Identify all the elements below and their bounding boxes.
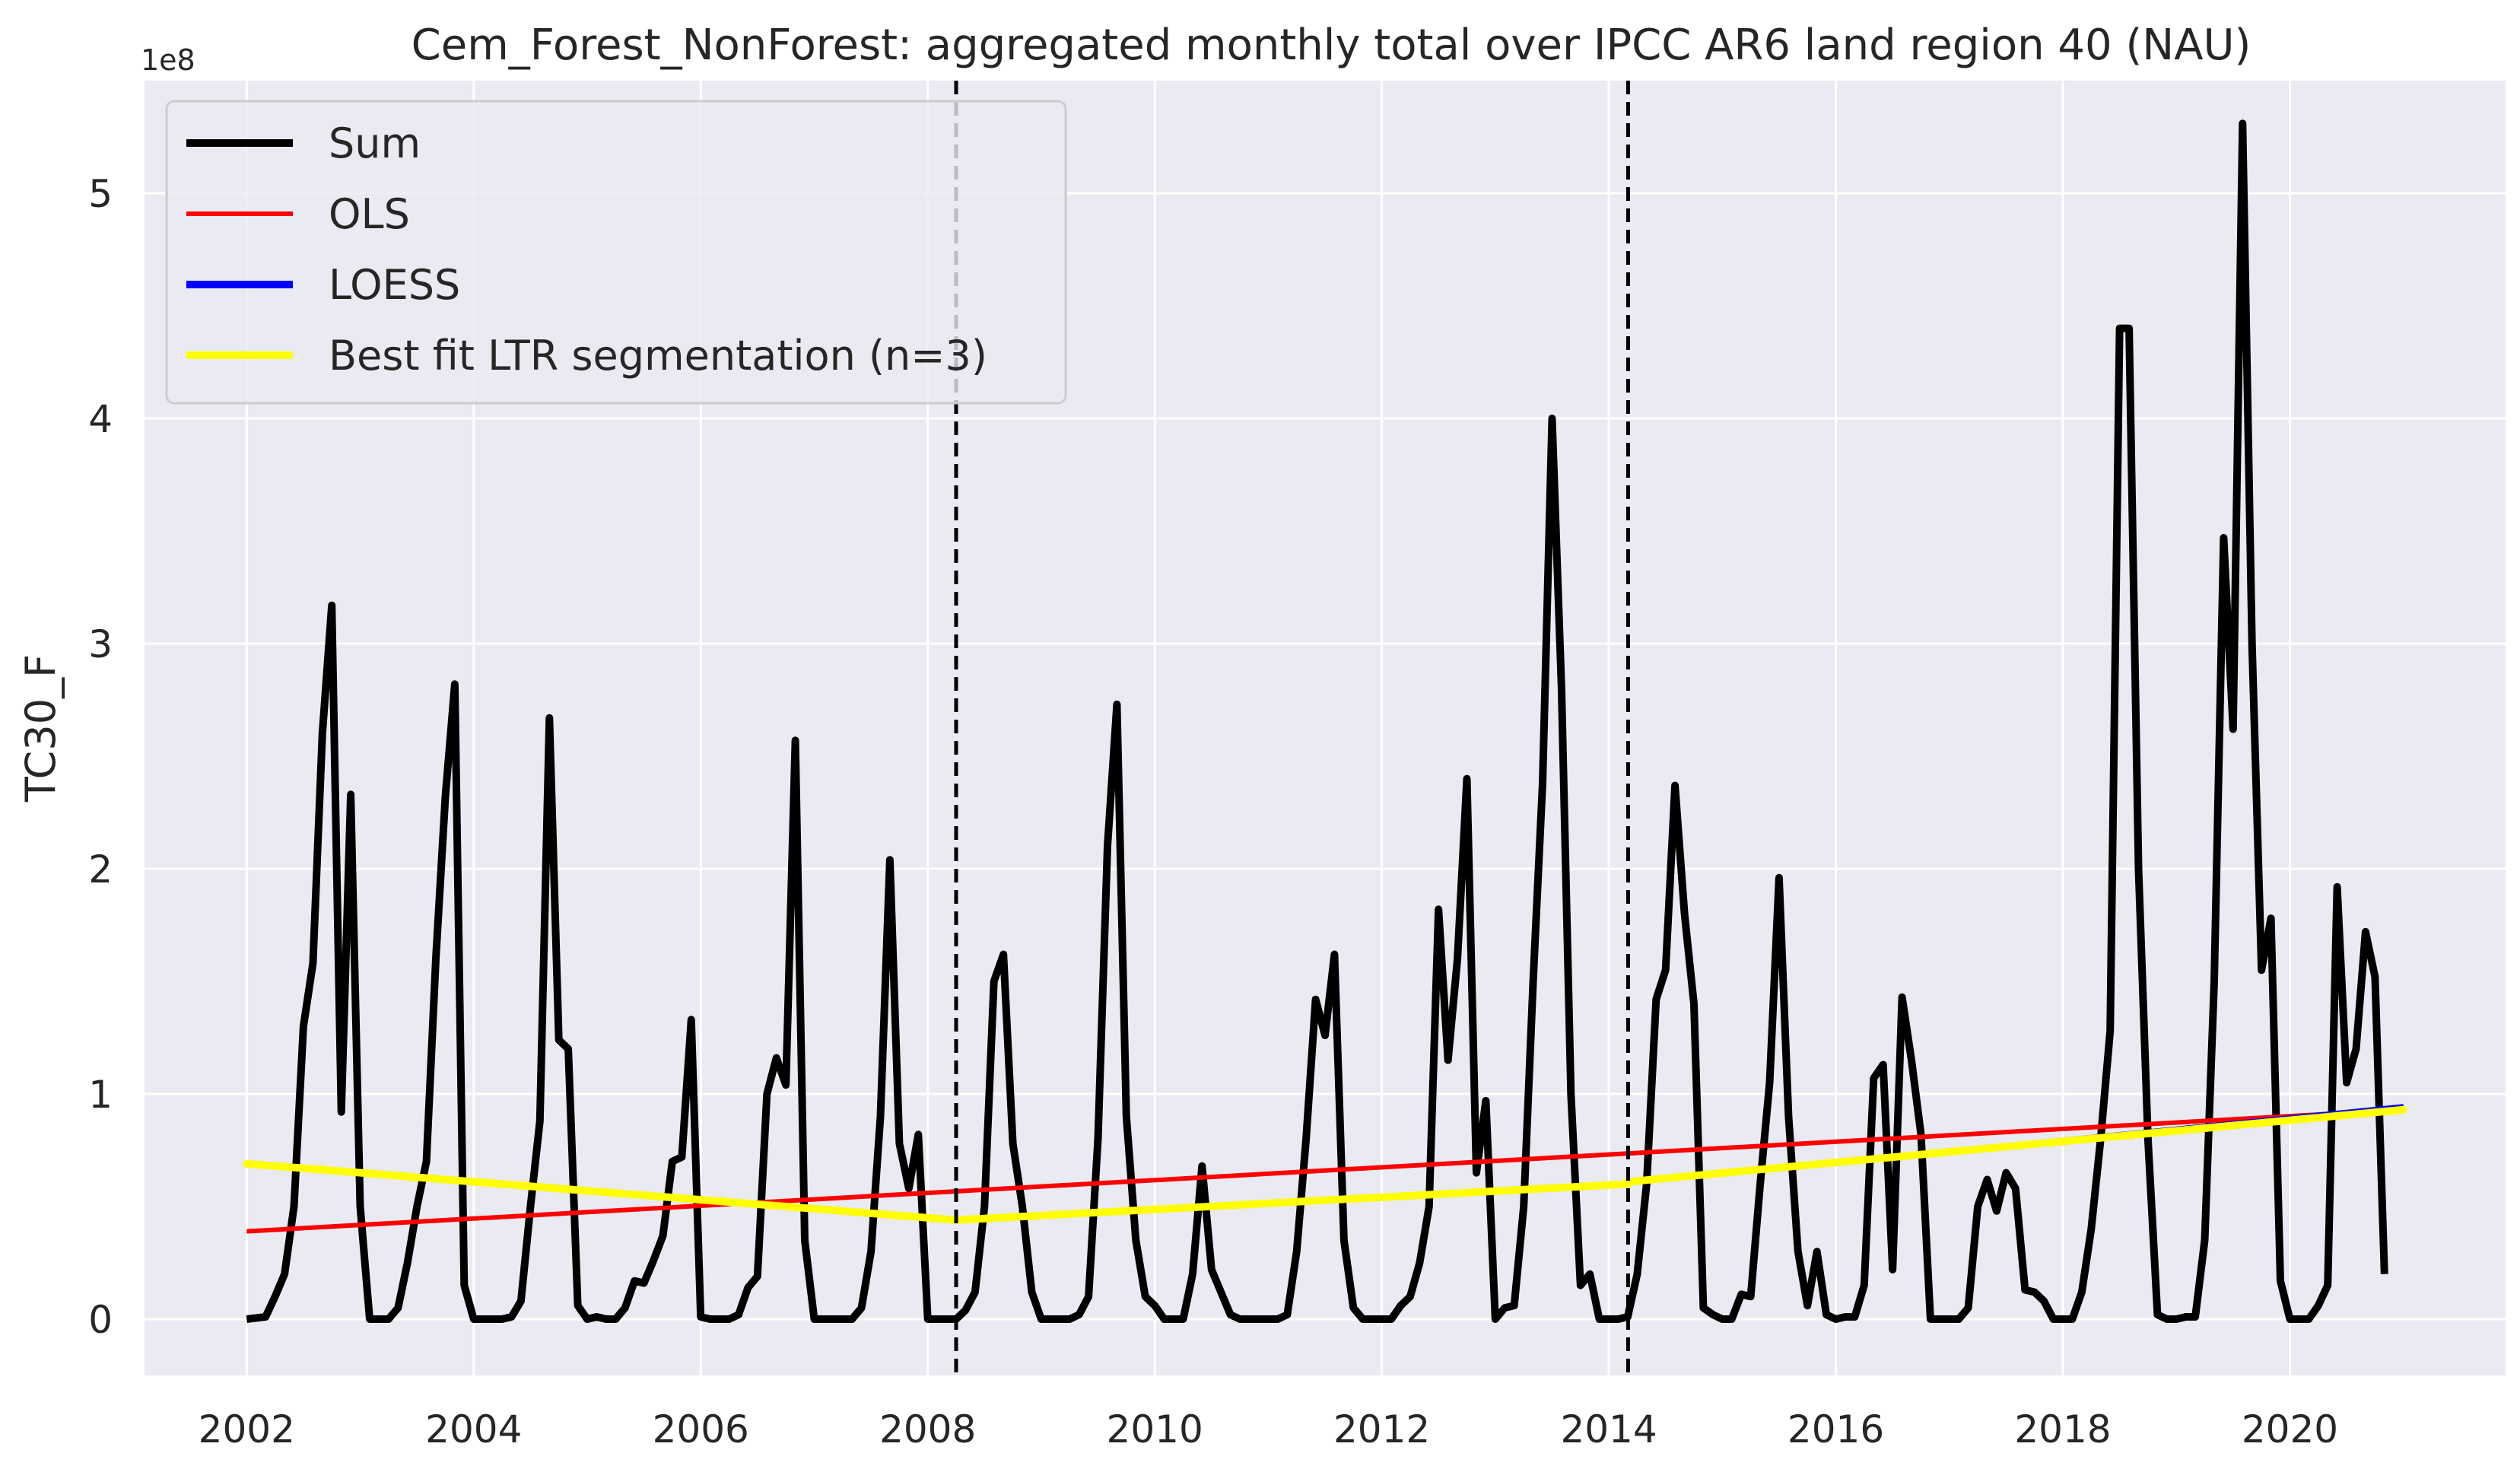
x-tick-label: 2004 [425,1407,522,1452]
series-segment-ltr [243,1159,960,1224]
x-tick-label: 2018 [2014,1407,2111,1452]
legend: Sum OLS LOESS Best fit LTR segmentation (n=… [165,100,1067,405]
y-tick-label: 5 [88,172,113,216]
x-tick-label: 2020 [2242,1407,2338,1452]
x-tick-label: 2014 [1560,1407,1657,1452]
series-segment-ltr [1624,1105,2407,1186]
x-tick-label: 2006 [653,1407,749,1452]
y-axis-label: TC30_F [17,654,65,803]
x-tick-label: 2012 [1333,1407,1430,1452]
y-tick-label: 2 [88,847,113,892]
series-line-ols [246,1107,2404,1234]
y-tick-label: 3 [88,622,113,666]
series-line-sum [246,119,2388,1323]
x-tick-labels: 2002 2004 2006 2008 2010 2012 2014 2016 2018 2020 [199,1407,2338,1452]
x-tick-label: 2002 [199,1407,295,1452]
series-layer [243,119,2407,1323]
legend-frame [165,100,1067,405]
legend-label: OLS [329,190,410,238]
legend-label: Sum [329,119,421,167]
y-tick-label: 1 [88,1073,113,1117]
legend-label: Best fit LTR segmentation (n=3) [329,332,987,380]
x-tick-label: 2016 [1788,1407,1884,1452]
x-tick-label: 2008 [879,1407,976,1452]
x-tick-label: 2010 [1107,1407,1203,1452]
chart-title: Cem_Forest_NonForest: aggregated monthly… [412,21,2251,70]
series-segment-ltr [952,1180,1632,1224]
legend-label: LOESS [329,261,460,309]
y-tick-label: 0 [88,1298,113,1342]
y-tick-label: 4 [88,397,113,441]
y-tick-labels: 0 1 2 3 4 5 [88,172,113,1342]
y-offset-label: 1e8 [141,43,195,77]
